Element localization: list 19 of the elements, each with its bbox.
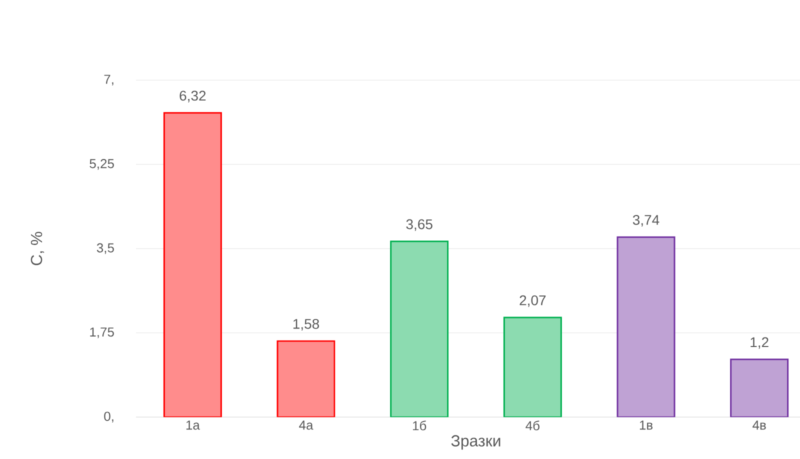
x-tick-label: 1а bbox=[186, 420, 200, 430]
x-tick-label: 4в bbox=[752, 420, 766, 430]
y-tick-label: 0, bbox=[104, 412, 114, 422]
data-label: 3,74 bbox=[632, 214, 660, 227]
x-tick-label: 1б bbox=[412, 420, 426, 430]
y-tick-label: 7, bbox=[104, 74, 114, 86]
data-label: 1,2 bbox=[750, 337, 768, 349]
x-axis-title: Зразки bbox=[451, 435, 500, 450]
data-label: 2,07 bbox=[520, 295, 546, 307]
data-label: 3,65 bbox=[406, 219, 432, 231]
x-tick-label: 1в bbox=[640, 420, 652, 430]
x-tick-label: 4а bbox=[299, 420, 314, 430]
y-axis-title: С, % bbox=[30, 232, 44, 266]
data-label: 6,32 bbox=[180, 90, 206, 102]
y-tick-label: 5,25 bbox=[90, 159, 114, 170]
data-label: 1,58 bbox=[293, 318, 320, 331]
x-tick-label: 4б bbox=[526, 420, 540, 430]
y-tick-label: 3,5 bbox=[96, 243, 114, 254]
y-tick-label: 1,75 bbox=[90, 328, 114, 338]
